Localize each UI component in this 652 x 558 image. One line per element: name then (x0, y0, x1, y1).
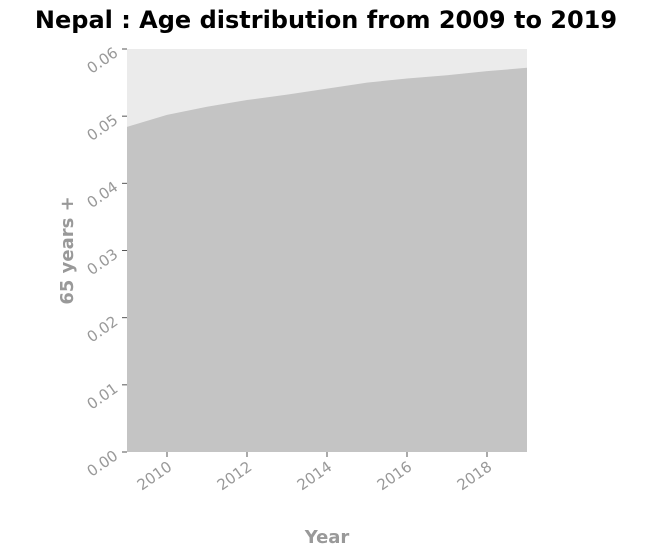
chart-title: Nepal : Age distribution from 2009 to 20… (34, 6, 618, 34)
y-tick-label: 0.06 (84, 44, 122, 78)
y-tick-label: 0.01 (84, 379, 122, 413)
x-tick-label: 2014 (294, 458, 336, 495)
x-tick-label: 2012 (214, 458, 256, 495)
y-axis: 0.00 0.01 0.02 0.03 0.04 0.05 0.06 (84, 44, 127, 481)
x-tick-label: 2018 (454, 458, 496, 495)
y-tick-label: 0.03 (84, 245, 122, 279)
y-tick-label: 0.04 (84, 178, 122, 212)
x-tick-label: 2016 (374, 458, 416, 495)
x-tick-label: 2010 (134, 458, 176, 495)
y-axis-label: 65 years + (57, 196, 78, 304)
x-axis: 2010 2012 2014 2016 2018 (134, 452, 496, 495)
y-tick-label: 0.05 (84, 111, 122, 145)
y-tick-label: 0.02 (84, 312, 122, 346)
x-axis-label: Year (304, 527, 350, 548)
area-series-65-plus (127, 67, 527, 452)
y-tick-label: 0.00 (84, 447, 122, 481)
